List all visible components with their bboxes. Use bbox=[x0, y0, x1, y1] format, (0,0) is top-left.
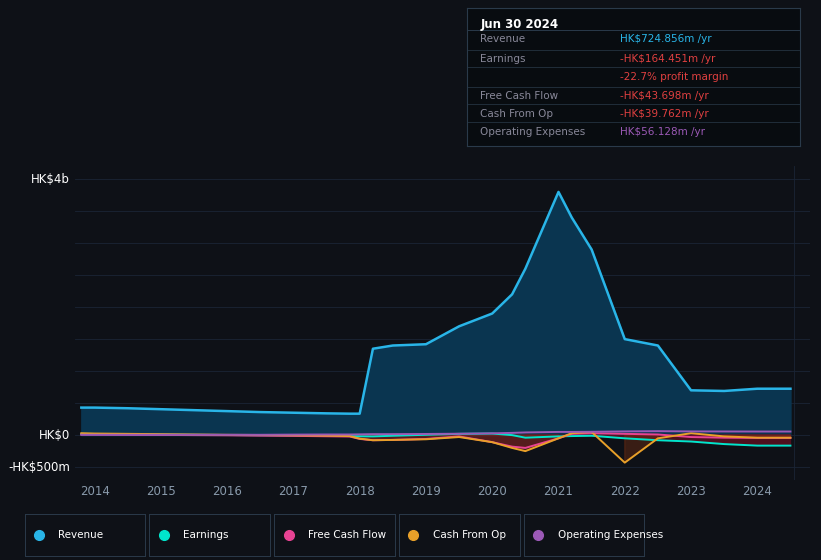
Text: -HK$500m: -HK$500m bbox=[8, 461, 70, 474]
Text: HK$0: HK$0 bbox=[39, 428, 70, 442]
Text: -HK$39.762m /yr: -HK$39.762m /yr bbox=[620, 109, 709, 119]
Text: Earnings: Earnings bbox=[480, 54, 526, 64]
Text: Free Cash Flow: Free Cash Flow bbox=[308, 530, 386, 539]
Text: -HK$164.451m /yr: -HK$164.451m /yr bbox=[620, 54, 715, 64]
Text: Operating Expenses: Operating Expenses bbox=[480, 127, 585, 137]
Text: HK$724.856m /yr: HK$724.856m /yr bbox=[620, 34, 712, 44]
Text: HK$4b: HK$4b bbox=[31, 172, 70, 185]
Text: HK$56.128m /yr: HK$56.128m /yr bbox=[620, 127, 705, 137]
Text: Earnings: Earnings bbox=[183, 530, 229, 539]
Text: Jun 30 2024: Jun 30 2024 bbox=[480, 18, 558, 31]
Text: Revenue: Revenue bbox=[480, 34, 525, 44]
Text: Cash From Op: Cash From Op bbox=[433, 530, 506, 539]
Text: Free Cash Flow: Free Cash Flow bbox=[480, 91, 558, 101]
Text: Operating Expenses: Operating Expenses bbox=[557, 530, 663, 539]
Text: Cash From Op: Cash From Op bbox=[480, 109, 553, 119]
Text: -22.7% profit margin: -22.7% profit margin bbox=[620, 72, 728, 82]
Text: -HK$43.698m /yr: -HK$43.698m /yr bbox=[620, 91, 709, 101]
Text: Revenue: Revenue bbox=[58, 530, 103, 539]
